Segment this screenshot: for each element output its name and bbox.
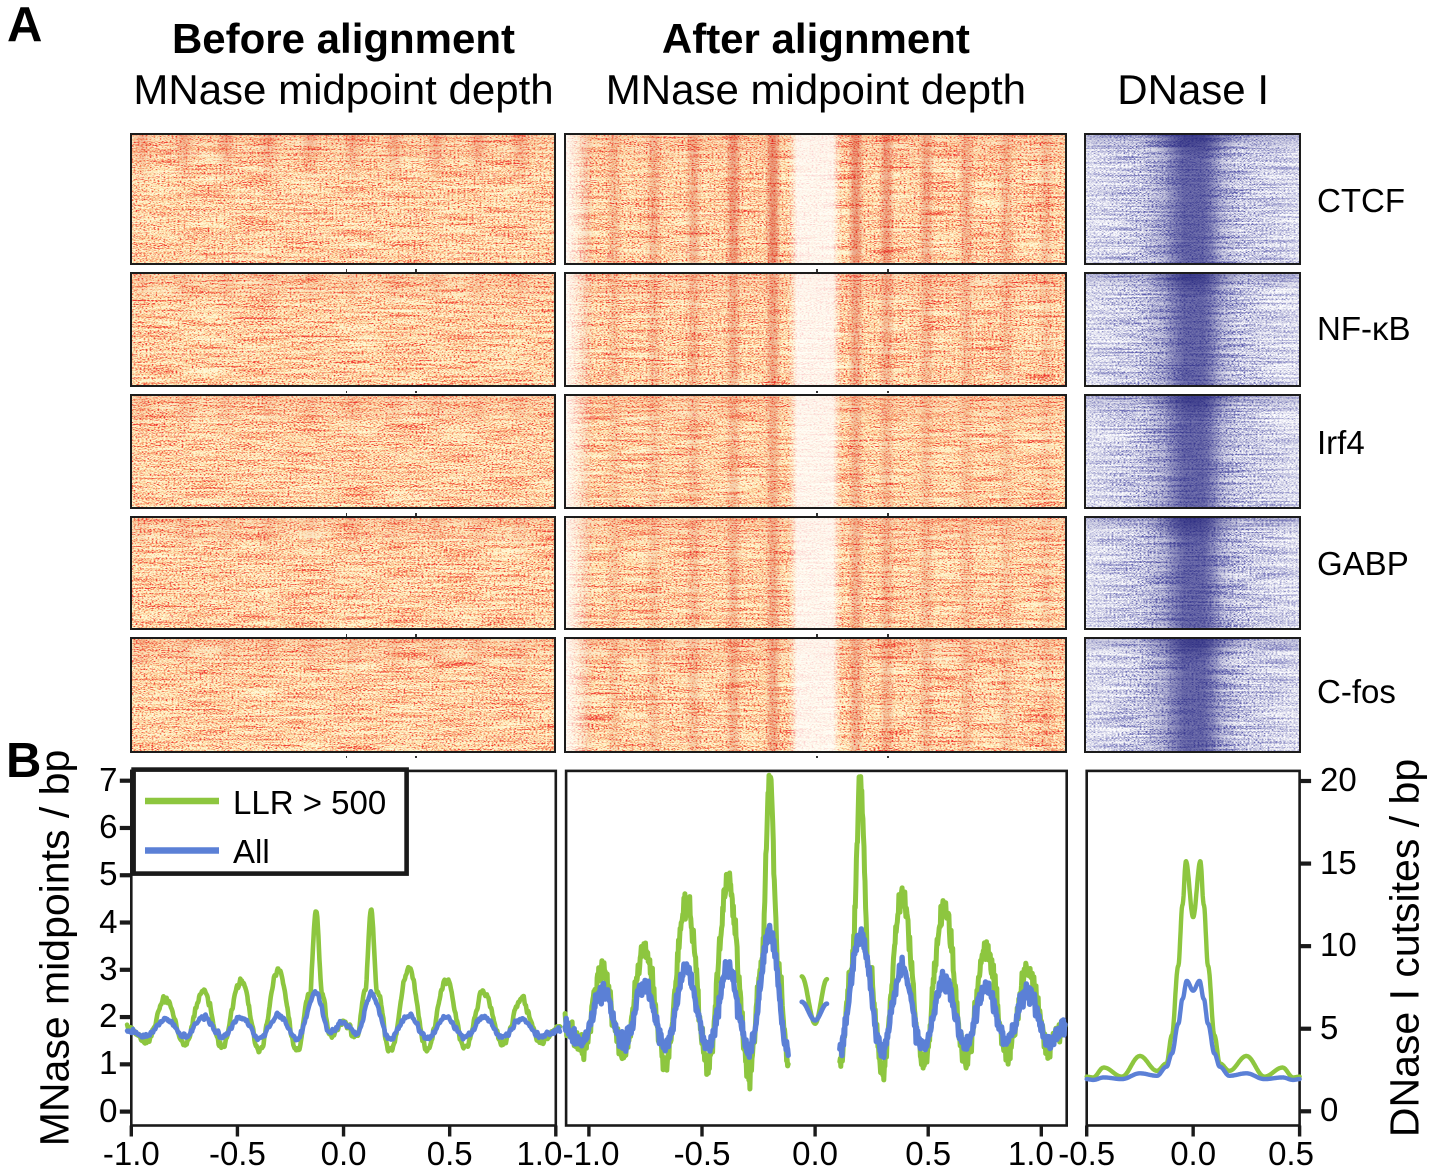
svg-text:MNase midpoints / bp: MNase midpoints / bp <box>32 750 78 1147</box>
svg-text:DNase I cutsites / bp: DNase I cutsites / bp <box>1382 759 1428 1137</box>
